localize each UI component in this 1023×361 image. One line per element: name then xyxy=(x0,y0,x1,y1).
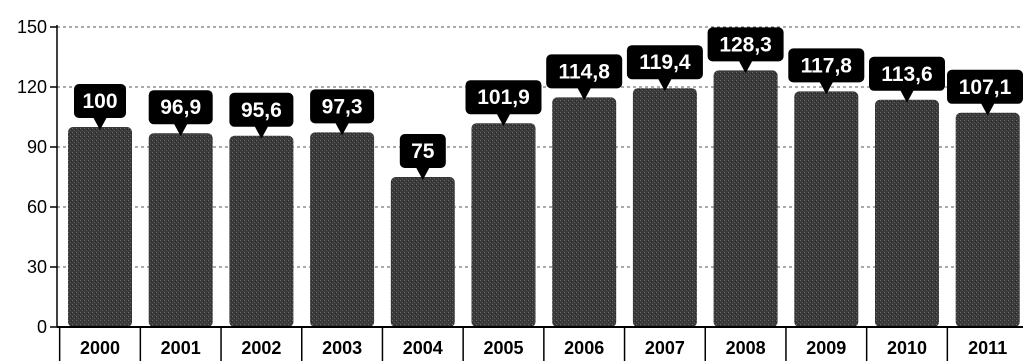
bar-2005 xyxy=(471,123,536,327)
x-tick-label: 2011 xyxy=(968,338,1007,358)
data-label-box xyxy=(74,84,126,118)
data-label-pointer xyxy=(900,89,914,103)
y-tick-label: 30 xyxy=(27,257,47,277)
y-tick-label: 90 xyxy=(27,137,47,157)
bar-2008 xyxy=(713,70,778,328)
x-tick-label: 2006 xyxy=(564,338,604,358)
data-labels: 100 96,9 95,6 97,3 75 101,9 114,8 119,4 128,3 117… xyxy=(74,27,1023,180)
data-label: 114,8 xyxy=(558,60,610,83)
data-label-box xyxy=(626,45,703,80)
data-label: 113,6 xyxy=(881,63,932,86)
bar-2000 xyxy=(68,127,132,327)
x-tick-label: 2010 xyxy=(887,338,927,358)
data-label-box xyxy=(465,80,542,115)
x-tick-label: 2005 xyxy=(483,338,523,358)
bar-2003 xyxy=(310,132,375,327)
y-tick-label: 0 xyxy=(37,317,47,337)
data-label-pointer xyxy=(415,167,430,180)
data-label-box xyxy=(869,56,945,91)
x-tick-label: 2008 xyxy=(726,338,766,358)
data-label-box xyxy=(399,134,446,168)
data-label: 117,8 xyxy=(801,54,853,77)
data-label: 97,3 xyxy=(322,95,363,118)
data-label-box xyxy=(707,27,784,62)
data-label-pointer xyxy=(93,117,107,130)
y-tick-label: 120 xyxy=(17,77,47,97)
bar-2002 xyxy=(229,135,294,327)
data-label-pointer xyxy=(980,102,995,116)
x-tick-label: 2002 xyxy=(241,338,281,358)
data-label-pointer xyxy=(335,122,350,136)
data-label-pointer xyxy=(577,87,592,101)
data-label-box xyxy=(546,54,623,89)
data-label-box xyxy=(229,92,294,127)
bar-2011 xyxy=(955,112,1020,327)
data-label: 107,1 xyxy=(959,76,1012,99)
data-label: 95,6 xyxy=(241,99,282,122)
data-label-box xyxy=(148,90,213,125)
data-label-box xyxy=(947,69,1023,104)
data-label: 101,9 xyxy=(477,86,530,109)
y-tick-label: 60 xyxy=(27,197,47,217)
bars xyxy=(68,70,1020,328)
bar-2009 xyxy=(794,91,859,328)
y-axis: 0 30 60 90 120 150 xyxy=(17,17,58,337)
x-tick-label: 2007 xyxy=(645,338,685,358)
data-label: 96,9 xyxy=(160,96,201,119)
x-tick-label: 2009 xyxy=(806,338,846,358)
x-tick-label: 2003 xyxy=(322,338,362,358)
x-tick-label: 2000 xyxy=(80,338,120,358)
bar-2004 xyxy=(390,177,455,327)
data-label: 128,3 xyxy=(719,33,772,56)
data-label-box xyxy=(788,48,865,83)
x-axis: 2000 2001 2002 2003 2004 2005 2006 2007 2008 2009… xyxy=(57,326,1023,361)
data-label-pointer xyxy=(657,78,672,92)
data-label-pointer xyxy=(173,123,188,137)
data-label-pointer xyxy=(738,60,753,74)
data-label-pointer xyxy=(254,125,269,139)
bar-2007 xyxy=(632,88,697,327)
bar-2006 xyxy=(552,97,617,328)
x-tick-label: 2001 xyxy=(161,338,201,358)
y-tick-label: 150 xyxy=(17,17,47,37)
bar-2001 xyxy=(148,133,213,327)
data-label: 75 xyxy=(411,140,435,163)
data-label-pointer xyxy=(819,81,834,95)
bar-2010 xyxy=(875,99,939,327)
data-label: 100 xyxy=(82,90,117,113)
x-tick-label: 2004 xyxy=(403,338,443,358)
data-label: 119,4 xyxy=(639,51,691,74)
data-label-pointer xyxy=(496,113,511,127)
data-label-box xyxy=(310,89,375,124)
